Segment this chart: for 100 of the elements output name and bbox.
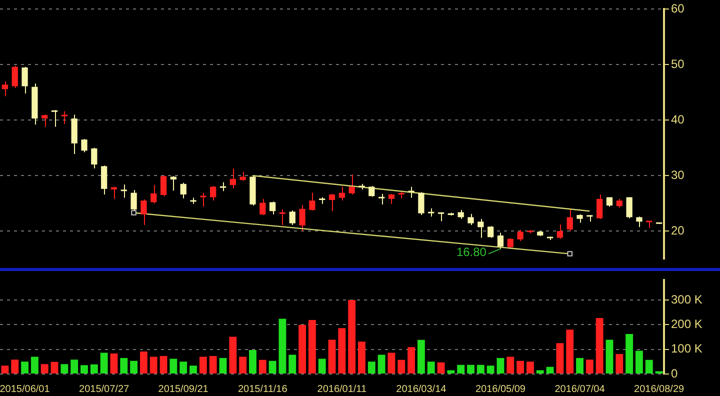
bar bbox=[298, 324, 306, 374]
annotation: 16.80 bbox=[456, 245, 487, 260]
candlestick bbox=[497, 232, 504, 250]
candlestick bbox=[556, 224, 564, 240]
candlestick bbox=[626, 196, 632, 219]
bar bbox=[180, 362, 188, 374]
bar bbox=[457, 364, 465, 374]
bar bbox=[1, 366, 9, 374]
candlestick bbox=[160, 175, 167, 197]
candlestick bbox=[368, 186, 375, 198]
candlestick bbox=[517, 229, 524, 242]
candlestick bbox=[110, 186, 118, 200]
bar bbox=[318, 358, 326, 374]
x-tick-label: 2016/01/11 bbox=[317, 384, 367, 395]
bar bbox=[239, 356, 247, 374]
bar bbox=[50, 362, 58, 374]
x-tick-label: 2016/05/09 bbox=[475, 384, 526, 395]
bar bbox=[258, 360, 266, 374]
x-tick-label: 2015/07/27 bbox=[79, 384, 130, 395]
candlestick bbox=[606, 196, 613, 208]
bar bbox=[496, 358, 504, 374]
candlestick bbox=[338, 186, 345, 202]
bar bbox=[278, 318, 286, 374]
candlestick bbox=[260, 198, 266, 216]
y-tick-label: 60 bbox=[671, 2, 685, 16]
bar bbox=[586, 360, 594, 374]
x-tick-label: 2016/07/04 bbox=[554, 384, 606, 395]
y-tick-label: 30 bbox=[671, 168, 685, 182]
bar bbox=[120, 358, 128, 374]
bar bbox=[288, 354, 296, 374]
candlestick bbox=[170, 176, 177, 192]
candlestick bbox=[348, 174, 355, 195]
bar bbox=[90, 364, 98, 374]
bar bbox=[338, 328, 346, 374]
bar bbox=[328, 340, 336, 374]
candlestick bbox=[210, 186, 216, 202]
candlestick bbox=[120, 184, 127, 198]
bar bbox=[209, 356, 217, 374]
y-tick-label: 300 K bbox=[671, 292, 702, 306]
candlestick bbox=[61, 110, 68, 125]
y-tick-label: 40 bbox=[671, 112, 685, 126]
bar bbox=[190, 366, 197, 374]
candlestick bbox=[487, 226, 494, 238]
bar bbox=[417, 340, 425, 374]
bar bbox=[526, 362, 534, 374]
candlestick bbox=[140, 198, 147, 226]
bar bbox=[616, 354, 624, 374]
candlestick bbox=[51, 110, 58, 128]
bar bbox=[447, 370, 455, 374]
bar bbox=[476, 364, 484, 374]
candlestick bbox=[150, 184, 157, 204]
bar bbox=[388, 352, 396, 374]
bar bbox=[268, 360, 276, 374]
bar bbox=[110, 354, 118, 374]
x-tick-label: 2015/09/21 bbox=[158, 384, 209, 395]
candlestick bbox=[180, 182, 186, 199]
bar bbox=[467, 364, 474, 374]
bar bbox=[348, 300, 356, 374]
bar bbox=[378, 354, 386, 374]
bar bbox=[536, 370, 544, 374]
bar bbox=[636, 350, 643, 374]
y-tick-label: 0 bbox=[671, 366, 678, 380]
x-tick-label: 2015/06/01 bbox=[0, 384, 50, 395]
candlestick bbox=[596, 194, 603, 220]
bar bbox=[30, 356, 38, 374]
candlestick bbox=[100, 165, 108, 195]
y-tick-label: 100 K bbox=[671, 342, 702, 356]
bar bbox=[60, 364, 68, 374]
bar bbox=[576, 358, 584, 374]
bar bbox=[427, 362, 435, 374]
bar bbox=[160, 356, 168, 374]
bar bbox=[199, 356, 207, 374]
bar bbox=[308, 320, 316, 374]
bar bbox=[645, 360, 653, 374]
bar bbox=[21, 362, 28, 374]
candlestick bbox=[507, 238, 514, 249]
candlestick bbox=[81, 138, 88, 153]
candlestick bbox=[12, 65, 18, 88]
bar bbox=[368, 362, 376, 374]
bar bbox=[486, 366, 494, 374]
candlestick bbox=[478, 218, 484, 238]
candlestick bbox=[42, 114, 48, 128]
candlestick bbox=[289, 210, 296, 226]
bar bbox=[626, 334, 634, 374]
candlestick bbox=[388, 193, 395, 204]
candlestick bbox=[468, 213, 474, 226]
bar bbox=[408, 347, 415, 374]
bar bbox=[596, 318, 604, 374]
bar bbox=[80, 365, 88, 374]
bar bbox=[437, 362, 445, 374]
bar bbox=[170, 358, 178, 374]
bar bbox=[11, 360, 19, 374]
bar bbox=[546, 366, 554, 374]
candlestick bbox=[269, 201, 276, 215]
candlestick bbox=[636, 216, 642, 228]
bar bbox=[606, 340, 614, 374]
y-tick-label: 200 K bbox=[671, 316, 702, 331]
bar bbox=[358, 342, 366, 374]
bar bbox=[516, 360, 524, 374]
y-tick-label: 20 bbox=[671, 223, 685, 238]
